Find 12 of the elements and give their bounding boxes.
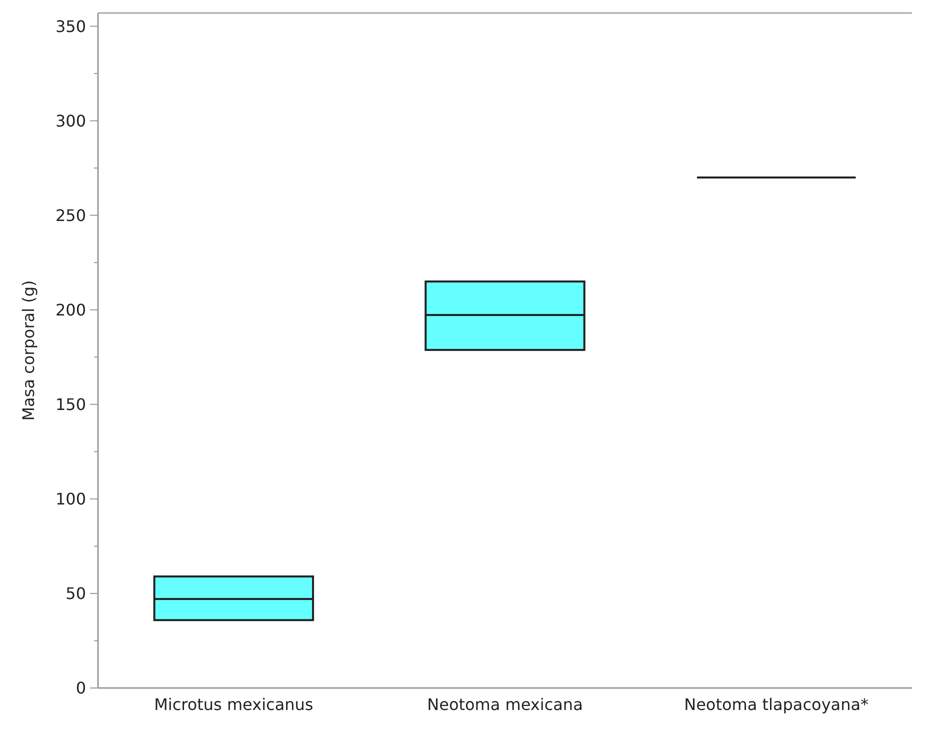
y-tick-label: 50 — [66, 584, 86, 604]
y-axis-title: Masa corporal (g) — [19, 280, 38, 421]
y-tick-label: 100 — [55, 490, 86, 509]
y-tick-label: 250 — [55, 206, 86, 225]
y-tick-label: 200 — [55, 300, 86, 320]
y-tick-label: 0 — [76, 678, 86, 698]
y-tick-label: 350 — [55, 16, 86, 36]
x-tick-label: Neotoma tlapacoyana* — [684, 695, 869, 714]
x-tick-label: Microtus mexicanus — [154, 695, 314, 714]
y-tick-label: 150 — [55, 394, 86, 414]
y-tick-label: 300 — [55, 111, 86, 130]
x-tick-label: Neotoma mexicana — [427, 695, 583, 714]
